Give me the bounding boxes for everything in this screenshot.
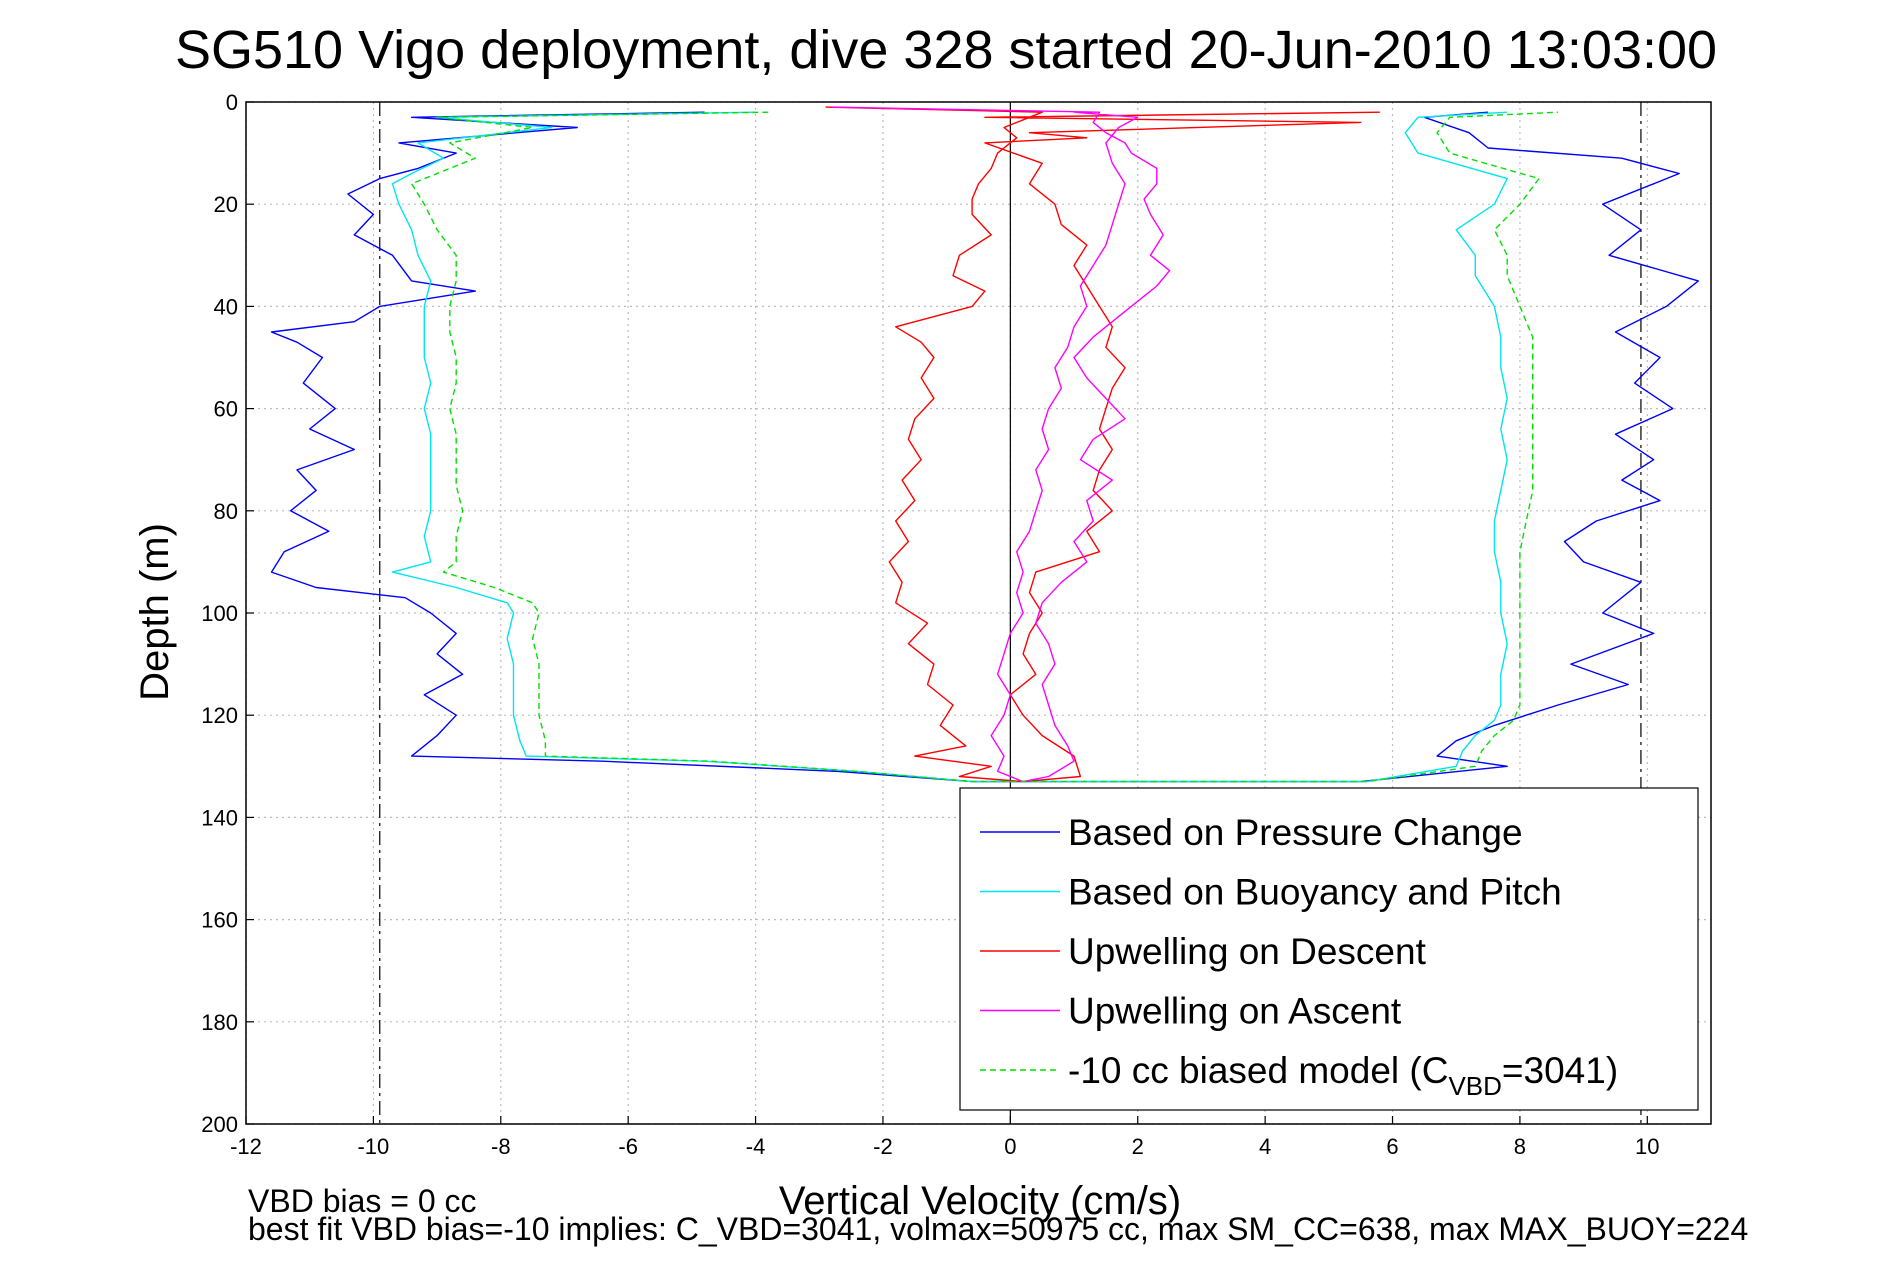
y-tick-label: 40 xyxy=(214,294,238,319)
x-tick-label: -6 xyxy=(618,1134,638,1159)
best-fit-note: best fit VBD bias=-10 implies: C_VBD=304… xyxy=(248,1211,1748,1247)
legend-label: Based on Pressure Change xyxy=(1068,812,1523,853)
series-line-5 xyxy=(410,111,1559,783)
x-tick-label: -12 xyxy=(230,1134,262,1159)
series-line-1 xyxy=(270,111,1699,783)
y-tick-label: 120 xyxy=(201,703,238,728)
chart-title: SG510 Vigo deployment, dive 328 started … xyxy=(175,20,1717,80)
x-tick-label: 8 xyxy=(1514,1134,1526,1159)
y-axis-label: Depth (m) xyxy=(133,523,177,701)
y-tick-label: 180 xyxy=(201,1010,238,1035)
y-tick-label: 0 xyxy=(226,90,238,115)
y-tick-label: 160 xyxy=(201,908,238,933)
series-line-2 xyxy=(391,111,1508,783)
vbd-bias-note: VBD bias = 0 cc xyxy=(248,1183,477,1219)
series-line-4 xyxy=(831,106,1171,783)
x-tick-label: 0 xyxy=(1004,1134,1016,1159)
y-tick-label: 60 xyxy=(214,397,238,422)
x-tick-label: 10 xyxy=(1635,1134,1659,1159)
y-tick-label: 20 xyxy=(214,192,238,217)
series-line-3 xyxy=(825,106,1380,783)
x-tick-label: -2 xyxy=(873,1134,893,1159)
y-tick-label: 200 xyxy=(201,1112,238,1137)
x-tick-label: 2 xyxy=(1132,1134,1144,1159)
x-axis-label: Vertical Velocity (cm/s) xyxy=(779,1179,1181,1223)
legend-label: Upwelling on Ascent xyxy=(1068,991,1402,1032)
x-tick-label: -4 xyxy=(746,1134,766,1159)
x-tick-label: 4 xyxy=(1259,1134,1271,1159)
x-tick-label: -8 xyxy=(491,1134,511,1159)
x-tick-label: -10 xyxy=(357,1134,389,1159)
legend: Based on Pressure Change Based on Buoyanc… xyxy=(959,787,1699,1111)
series-group xyxy=(270,106,1699,783)
legend-label: Upwelling on Descent xyxy=(1068,931,1427,972)
legend-suffix: =3041) xyxy=(1502,1050,1618,1091)
y-axis-ticks: 0 20 40 60 80 100 120 140 160 180 200 xyxy=(201,90,254,1137)
legend-subscript: VBD xyxy=(1448,1071,1501,1101)
y-tick-label: 80 xyxy=(214,499,238,524)
legend-box xyxy=(959,787,1699,1111)
y-tick-label: 100 xyxy=(201,601,238,626)
x-axis-ticks: -12 -10 -8 -6 -4 -2 0 2 4 6 8 10 xyxy=(230,1116,1660,1159)
y-tick-label: 140 xyxy=(201,805,238,830)
legend-label: Based on Buoyancy and Pitch xyxy=(1068,872,1562,913)
x-tick-label: 6 xyxy=(1386,1134,1398,1159)
